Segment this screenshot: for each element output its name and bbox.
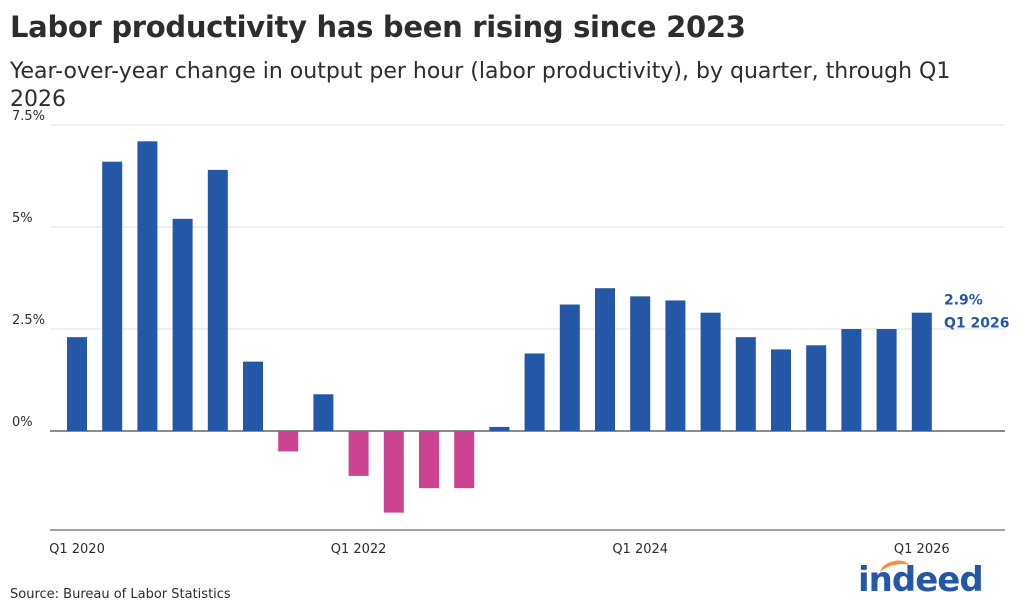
bar-q1-2021 [207, 169, 228, 431]
y-tick-label: 7.5% [12, 109, 45, 124]
bar-q3-2023 [559, 304, 580, 431]
bar-q3-2024 [700, 312, 721, 431]
indeed-logo: indeed [858, 560, 984, 600]
bar-q2-2024 [665, 300, 686, 431]
chart-title: Labor productivity has been rising since… [10, 10, 746, 44]
source-note: Source: Bureau of Labor Statistics [10, 587, 231, 602]
y-tick-label: 5% [12, 211, 33, 226]
bar-q4-2023 [595, 288, 615, 431]
x-tick-label: Q1 2026 [894, 542, 950, 557]
bar-q2-2023 [524, 353, 545, 431]
chart-subtitle: Year-over-year change in output per hour… [10, 59, 951, 112]
bar-q3-2020 [137, 141, 158, 431]
bar-q2-2025 [806, 345, 827, 431]
bar-q2-2021 [243, 361, 263, 431]
bar-q1-2020 [67, 337, 87, 431]
bar-q1-2024 [630, 296, 651, 431]
annotation-period: Q1 2026 [944, 316, 1009, 332]
x-tick-label: Q1 2024 [612, 542, 668, 557]
bar-q3-2022 [419, 431, 439, 489]
x-tick-label: Q1 2020 [49, 542, 105, 557]
bar-q3-2025 [841, 329, 862, 431]
bar-q4-2021 [313, 394, 334, 431]
bar-q1-2023 [489, 426, 510, 431]
bar-q2-2020 [102, 161, 123, 431]
y-tick-label: 2.5% [12, 313, 45, 328]
y-tick-label: 0% [12, 415, 33, 430]
bar-q1-2022 [348, 431, 369, 476]
bar-q1-2026 [911, 312, 932, 431]
bar-q2-2022 [383, 431, 404, 513]
bar-q3-2021 [278, 431, 299, 452]
bar-q1-2025 [771, 349, 791, 431]
label-layer: 0% 2.5% 5% 7.5% Q1 2020 Q1 2022 Q1 2024 Q1 2026… [12, 109, 1009, 557]
bar-q4-2024 [735, 337, 756, 431]
bar-layer [67, 141, 932, 513]
bar-q4-2025 [876, 329, 897, 431]
x-tick-label: Q1 2022 [331, 542, 387, 557]
annotation-value: 2.9% [944, 293, 983, 309]
bar-q4-2022 [454, 431, 475, 489]
grid-layer [50, 124, 1005, 531]
bar-q4-2020 [172, 218, 193, 431]
